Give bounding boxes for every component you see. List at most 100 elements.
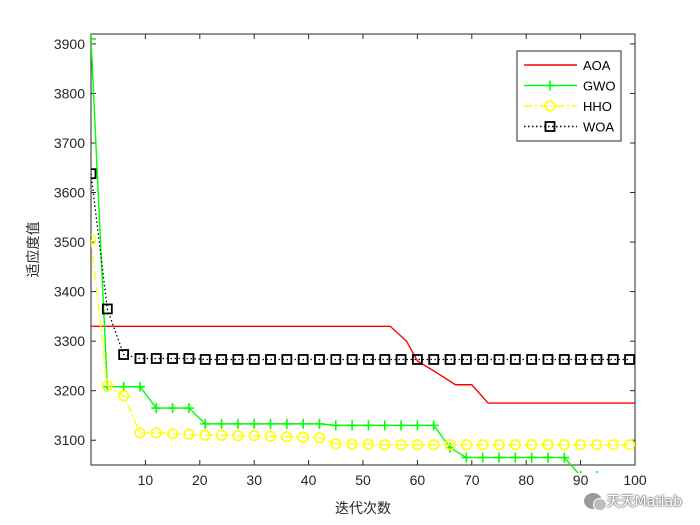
y-tick-label: 3200 [54,383,85,399]
data-point-woa [444,354,456,365]
data-point-woa [118,349,130,360]
x-tick-label: 30 [246,472,262,488]
data-point-gwo [396,420,407,431]
legend-label: GWO [583,79,616,94]
data-point-gwo [216,418,227,429]
data-point-hho [232,430,244,442]
data-point-gwo [281,418,292,429]
y-tick-label: 3300 [54,333,85,349]
data-point-hho [574,439,587,451]
x-tick-label: 20 [192,472,208,488]
data-point-woa [558,354,570,365]
data-point-gwo [91,34,96,44]
legend: AOA GWO HHO WOA [516,50,622,142]
data-point-hho [199,429,211,441]
data-point-hho [411,439,424,451]
data-point-gwo [167,403,178,414]
data-point-woa [411,354,423,365]
legend-item-woa: WOA [524,120,614,135]
x-tick-label: 40 [301,472,317,488]
data-point-gwo [232,418,243,429]
data-point-woa [395,354,407,365]
data-point-gwo [200,418,211,429]
data-point-woa [150,353,162,364]
data-point-gwo [363,420,374,431]
x-tick-label: 60 [410,472,426,488]
legend-label: AOA [583,58,611,73]
legend-marker [544,121,556,132]
data-point-gwo [494,452,504,463]
data-point-hho [460,439,472,451]
data-point-gwo [330,420,341,431]
data-point-gwo [249,418,260,429]
data-point-hho [428,439,440,451]
data-point-hho [558,439,570,451]
series-line-hho [91,239,630,446]
y-tick-label: 3800 [54,85,85,101]
watermark-text: 天天Matlab [606,494,682,510]
data-point-woa [297,354,309,365]
data-point-hho [150,427,162,439]
data-point-hho [118,390,130,402]
data-point-gwo [596,470,598,473]
data-point-woa [330,354,342,365]
x-tick-label: 80 [518,472,534,488]
data-point-woa [314,354,325,365]
data-point-gwo [183,403,194,414]
x-tick-label: 90 [573,472,589,488]
data-point-gwo [151,403,162,414]
series-line-woa [91,173,630,361]
x-tick-label: 70 [464,472,480,488]
data-point-woa [542,354,554,365]
data-point-woa [265,354,276,365]
series-line-gwo [91,38,579,473]
data-point-hho [281,431,293,443]
data-point-hho [623,439,635,451]
data-point-gwo [477,452,488,463]
data-point-woa [477,354,489,365]
data-point-woa [460,354,472,365]
axis-ticks: 10 20 30 40 50 60 70 80 90 100 3100 3200 3300 3400 350… [54,34,647,488]
y-tick-label: 3700 [54,135,85,151]
data-point-hho [509,439,521,451]
y-tick-label: 3100 [54,432,85,448]
data-point-gwo [510,452,521,463]
data-point-woa [216,354,227,365]
data-point-gwo [608,480,618,490]
data-point-gwo [428,420,439,431]
data-point-gwo [298,418,309,429]
x-tick-label: 10 [138,472,154,488]
legend-item-gwo: GWO [524,79,616,94]
data-point-hho [313,432,326,444]
data-point-woa [379,354,391,365]
series-woa [91,168,635,365]
watermark: 天天Matlab [584,491,682,511]
x-tick-label: 100 [623,472,647,488]
data-point-hho [167,428,179,440]
data-point-hho [379,439,391,451]
data-point-hho [542,439,554,451]
y-tick-label: 3500 [54,234,85,250]
data-point-woa [363,354,374,365]
data-point-gwo [314,418,325,429]
data-point-hho [591,439,603,451]
data-point-gwo [347,420,358,431]
legend-marker [545,80,555,91]
data-point-gwo [559,452,570,463]
data-point-hho [607,439,619,451]
data-point-woa [526,354,538,365]
data-point-woa [575,354,586,365]
legend-item-hho: HHO [524,99,612,114]
y-tick-label: 3900 [54,36,85,52]
data-point-woa [281,354,293,365]
data-point-woa [232,354,244,365]
data-point-gwo [461,452,472,463]
data-point-hho [526,439,538,451]
data-point-hho [493,439,505,451]
series-line-aoa [91,325,635,404]
data-point-woa [248,354,260,365]
data-point-woa [591,354,603,365]
y-axis-label: 适应度值 [25,222,42,278]
data-point-hho [248,430,260,442]
